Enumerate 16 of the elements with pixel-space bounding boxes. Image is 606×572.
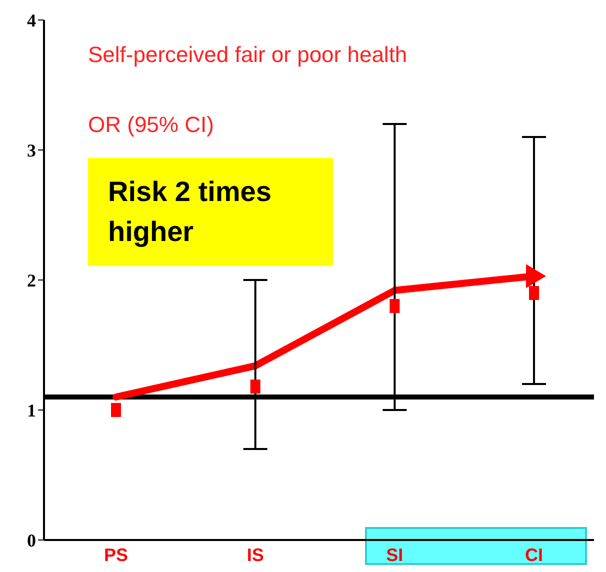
y-tick-label: 1 bbox=[27, 400, 36, 420]
y-tick-label: 3 bbox=[27, 140, 36, 160]
point bbox=[529, 286, 539, 300]
point bbox=[390, 299, 400, 313]
y-tick-label: 4 bbox=[27, 10, 36, 30]
x-tick-label: CI bbox=[525, 544, 543, 565]
point bbox=[250, 380, 260, 394]
annotation: Risk 2 times higher bbox=[88, 158, 333, 266]
point bbox=[111, 403, 121, 417]
y-tick-label: 2 bbox=[27, 270, 36, 290]
y-tick-label: 0 bbox=[27, 530, 36, 550]
x-tick-label: IS bbox=[246, 544, 264, 565]
y-axis-title: OR (95% CI) bbox=[88, 112, 214, 138]
x-tick-label: PS bbox=[104, 544, 128, 565]
text: Self-perceived fair or poor health bbox=[88, 42, 408, 68]
x-tick-label: SI bbox=[386, 544, 404, 565]
